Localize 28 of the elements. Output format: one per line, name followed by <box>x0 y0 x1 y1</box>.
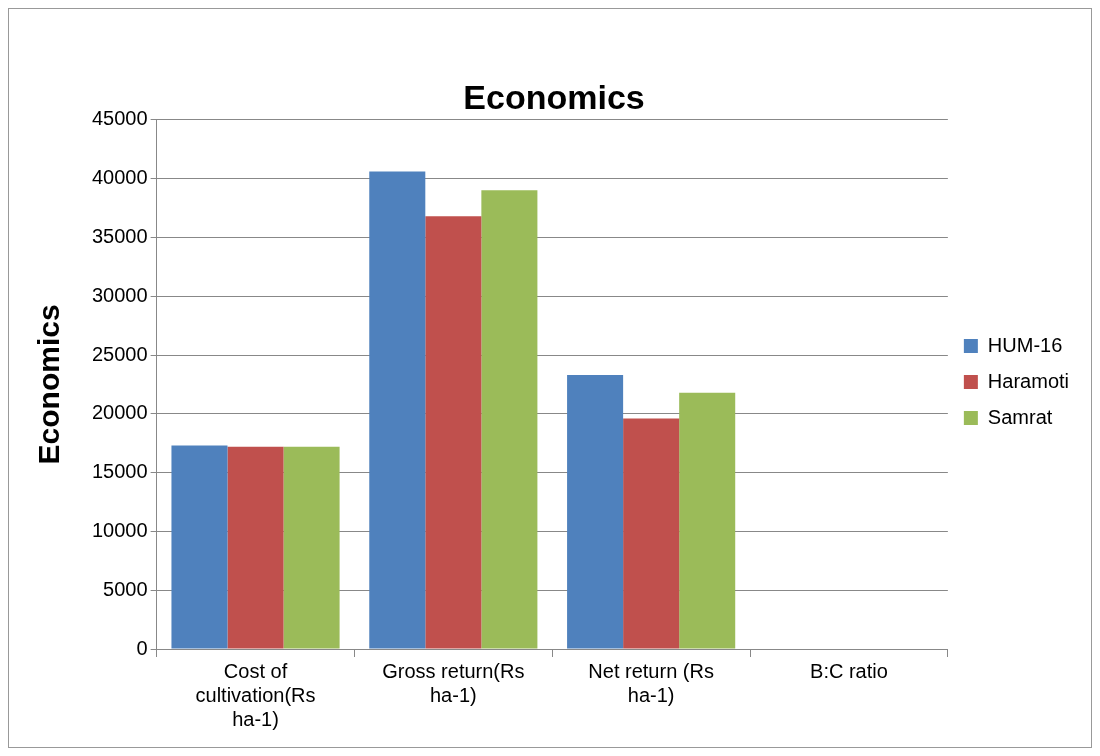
y-tick-label: 45000 <box>91 107 148 130</box>
bar <box>171 445 228 649</box>
legend-label: Haramoti <box>987 369 1070 392</box>
x-tick-label: Net return (Rs ha-1) <box>588 659 714 706</box>
chart-title: Economics <box>463 77 645 116</box>
y-tick-label: 25000 <box>91 342 148 365</box>
y-tick-label: 40000 <box>91 166 148 189</box>
y-tick-label: 15000 <box>91 460 148 483</box>
bar <box>283 446 340 649</box>
y-tick-label: 5000 <box>103 577 148 600</box>
bar <box>481 190 538 649</box>
legend-label: HUM-16 <box>987 333 1063 356</box>
x-tick-label: Gross return(Rs ha-1) <box>382 659 525 706</box>
y-tick-label: 10000 <box>91 518 148 541</box>
y-tick-label: 35000 <box>91 224 148 247</box>
x-tick-label: Cost of cultivation(Rs ha-1) <box>195 659 316 730</box>
y-tick-label: 20000 <box>91 401 148 424</box>
y-tick-label: 0 <box>136 636 148 659</box>
bar <box>567 374 624 649</box>
bar <box>679 392 736 649</box>
y-axis-title: Economics <box>32 304 66 465</box>
bar <box>227 446 284 649</box>
legend-label: Samrat <box>987 405 1053 428</box>
y-tick-label: 30000 <box>91 283 148 306</box>
x-tick-label: B:C ratio <box>810 659 888 682</box>
bar <box>623 418 680 649</box>
bar <box>369 171 426 649</box>
bar <box>425 216 482 649</box>
